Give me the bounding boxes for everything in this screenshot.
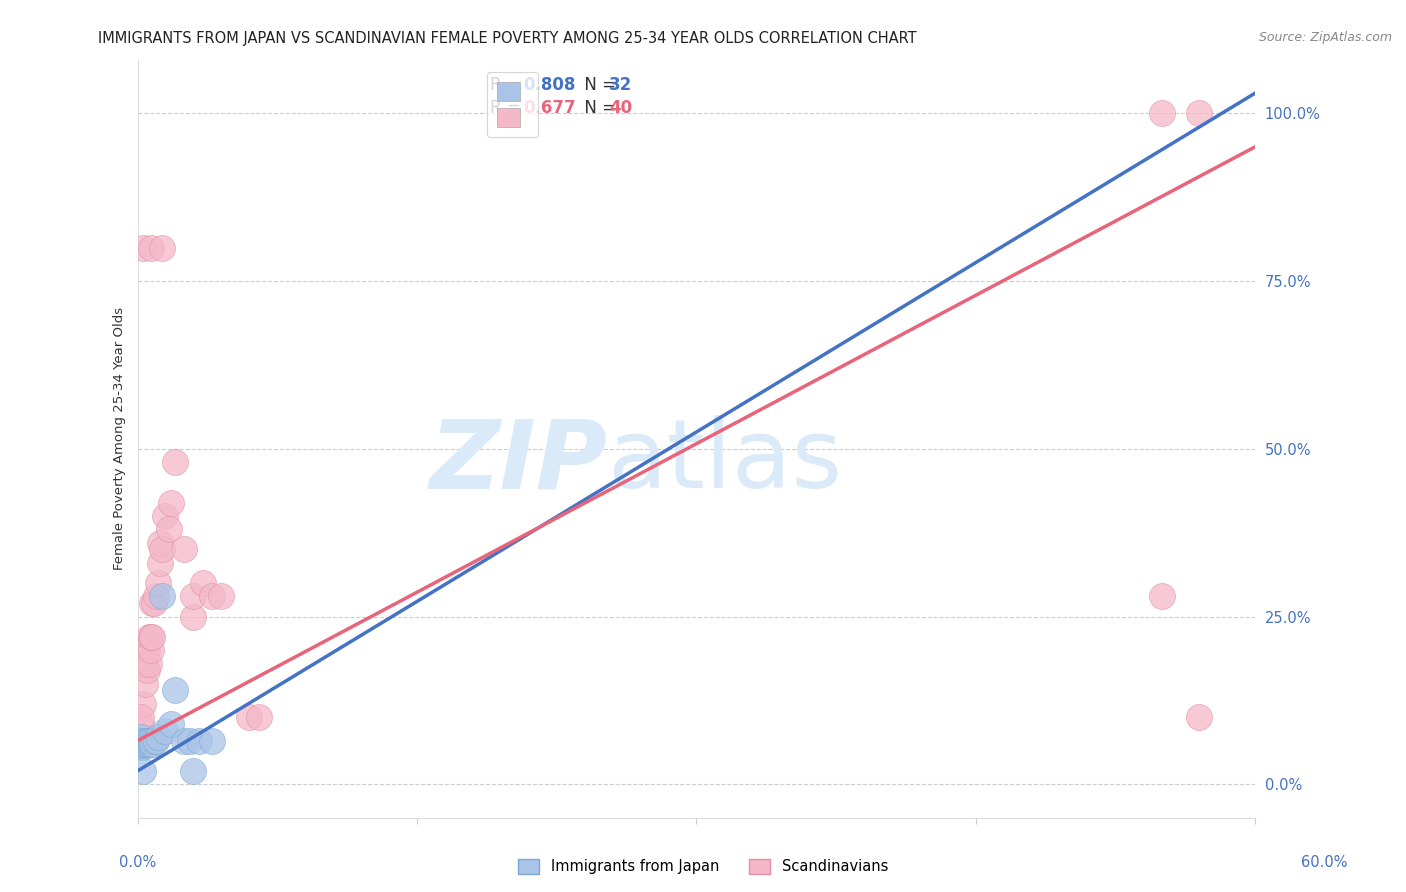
Text: Source: ZipAtlas.com: Source: ZipAtlas.com [1258,31,1392,45]
Point [183,590,205,604]
Point [132,764,155,778]
Point [134,733,156,747]
Point [132,733,155,747]
Point [209,590,232,604]
Point [129,737,152,751]
Point [146,576,169,591]
Point [129,731,152,745]
Point [201,733,224,747]
Point [149,535,172,549]
Point [145,733,167,747]
Point [183,609,205,624]
Point [1188,106,1211,120]
Point [129,717,152,731]
Point [157,522,180,536]
Point [135,663,157,677]
Point [132,737,155,751]
Point [135,737,157,751]
Point [128,737,150,751]
Point [139,643,162,657]
Point [143,596,166,610]
Legend: Immigrants from Japan, Scandinavians: Immigrants from Japan, Scandinavians [512,853,894,880]
Point [134,737,156,751]
Point [138,630,160,644]
Point [135,643,157,657]
Point [145,590,167,604]
Point [183,764,205,778]
Point [1150,590,1173,604]
Point [238,710,260,724]
Point [141,596,163,610]
Point [128,737,150,751]
Text: 0.808: 0.808 [523,77,575,95]
Point [132,240,155,254]
Point [1150,106,1173,120]
Text: atlas: atlas [607,415,842,508]
Point [163,455,186,469]
Point [160,717,183,731]
Point [128,740,150,755]
Point [138,657,160,671]
Point [247,710,270,724]
Y-axis label: Female Poverty Among 25-34 Year Olds: Female Poverty Among 25-34 Year Olds [114,307,127,570]
Point [155,508,177,523]
Text: 0.677: 0.677 [523,99,575,117]
Point [129,710,152,724]
Point [160,495,183,509]
Text: ZIP: ZIP [429,415,607,508]
Point [173,542,195,557]
Point [163,683,186,698]
Text: 32: 32 [609,77,633,95]
Text: R =: R = [489,77,529,95]
Text: 40: 40 [609,99,633,117]
Point [135,733,157,747]
Point [179,733,201,747]
Point [139,733,162,747]
Point [143,733,166,747]
Point [201,590,224,604]
Text: N =: N = [575,99,624,117]
Point [173,733,195,747]
Point [149,556,172,570]
Point [139,240,162,254]
Point [150,590,173,604]
Text: N =: N = [575,77,624,95]
Point [139,737,162,751]
Point [1188,710,1211,724]
Point [129,740,152,755]
Legend: , : , [486,71,538,136]
Point [141,737,163,751]
Point [132,697,155,711]
Point [139,630,162,644]
Point [138,737,160,751]
Point [141,630,163,644]
Point [155,723,177,738]
Point [128,733,150,747]
Point [138,733,160,747]
Text: 60.0%: 60.0% [1301,855,1348,870]
Point [129,731,152,745]
Point [129,733,152,747]
Text: 0.0%: 0.0% [120,855,156,870]
Point [188,733,211,747]
Point [150,240,173,254]
Text: IMMIGRANTS FROM JAPAN VS SCANDINAVIAN FEMALE POVERTY AMONG 25-34 YEAR OLDS CORRE: IMMIGRANTS FROM JAPAN VS SCANDINAVIAN FE… [98,31,917,46]
Point [150,542,173,557]
Point [146,731,169,745]
Point [134,657,156,671]
Text: R =: R = [489,99,529,117]
Point [132,740,155,755]
Point [134,676,156,690]
Point [191,576,214,591]
